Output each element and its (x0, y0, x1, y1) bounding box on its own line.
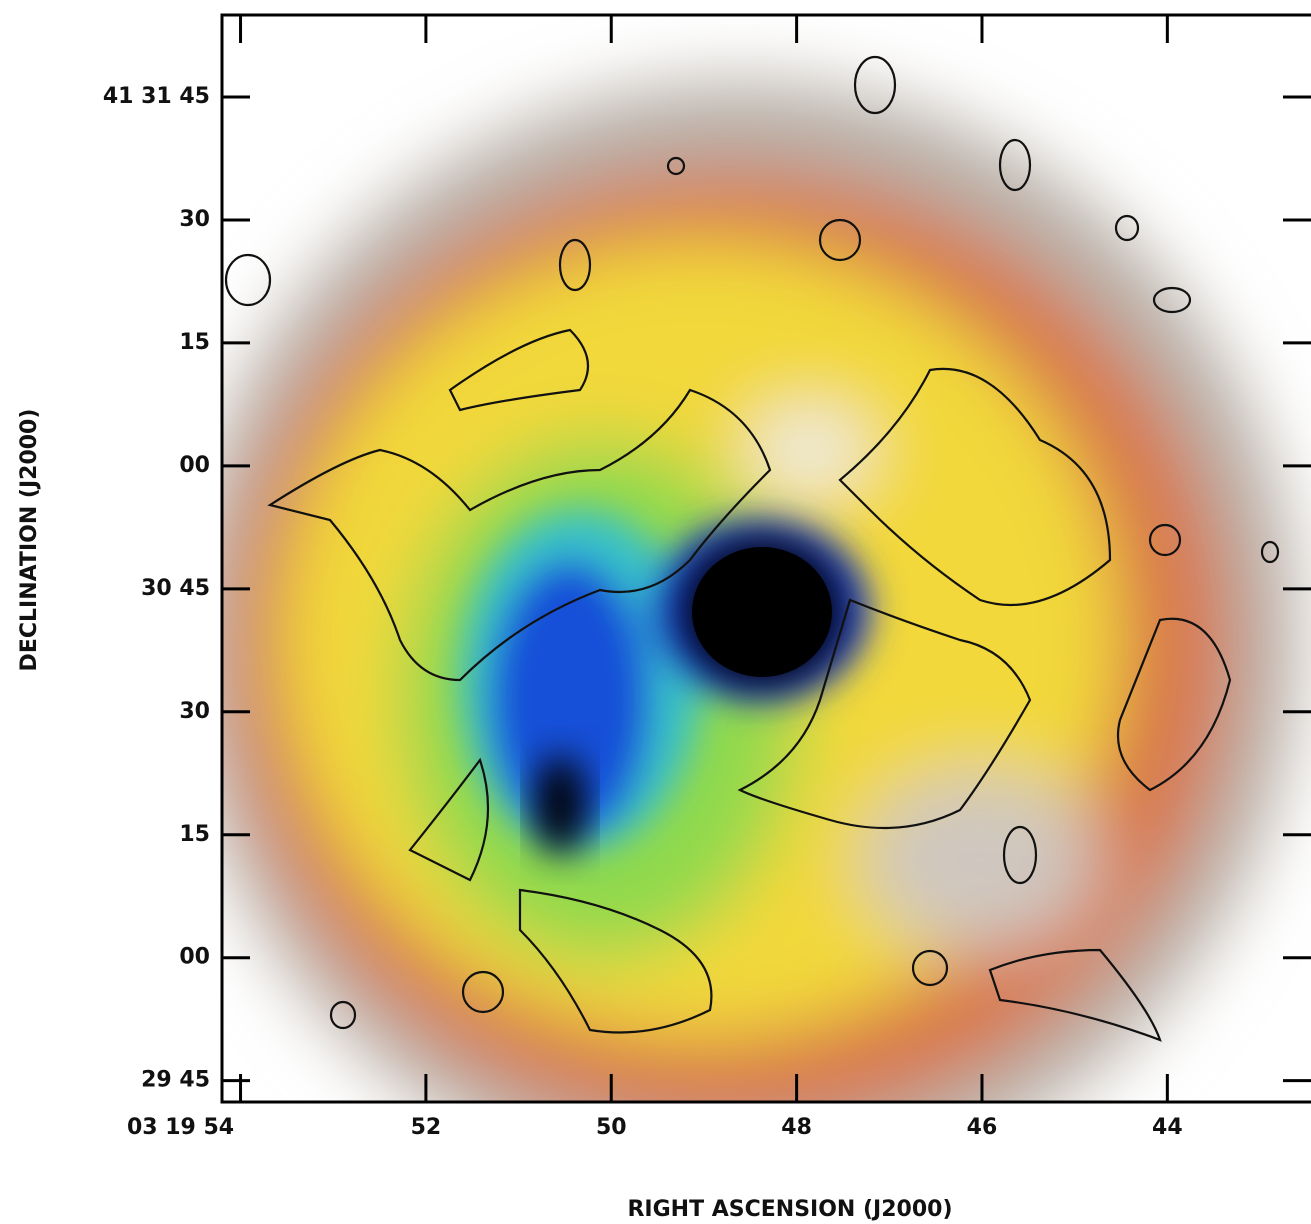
x-tick-label: 46 (967, 1115, 998, 1140)
x-tick-label: 44 (1152, 1115, 1183, 1140)
y-tick-label: 00 (179, 945, 210, 970)
image (180, 15, 1311, 1200)
y-tick-label: 00 (179, 453, 210, 478)
x-axis-label: RIGHT ASCENSION (J2000) (627, 1197, 952, 1222)
x-tick-label: 50 (596, 1115, 627, 1140)
y-tick-label: 15 (179, 330, 210, 355)
y-tick-label: 41 31 45 (103, 84, 210, 109)
x-tick-label: 52 (411, 1115, 442, 1140)
y-tick-label: 15 (179, 822, 210, 847)
y-tick-label: 30 45 (141, 576, 210, 601)
x-tick-label: 48 (781, 1115, 812, 1140)
chart: 03 19 54 52 50 48 46 44 29 45 00 15 30 30 45 00 15 30… (0, 0, 1311, 1224)
x-tick-label: 03 19 54 (127, 1115, 234, 1140)
y-axis-label: DECLINATION (J2000) (17, 409, 42, 672)
y-tick-label: 30 (179, 699, 210, 724)
y-tick-label: 30 (179, 207, 210, 232)
y-tick-label: 29 45 (141, 1068, 210, 1093)
